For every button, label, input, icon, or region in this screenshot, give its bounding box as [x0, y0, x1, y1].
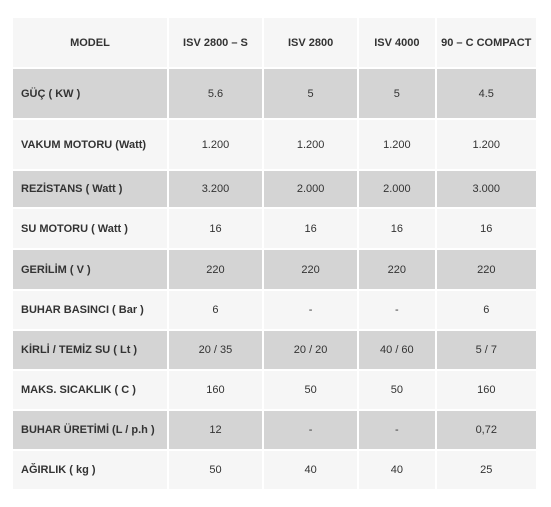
table-row: BUHAR ÜRETİMİ (L / p.h ) 12 - - 0,72 [13, 411, 536, 449]
row-label: AĞIRLIK ( kg ) [13, 451, 167, 489]
table-row: AĞIRLIK ( kg ) 50 40 40 25 [13, 451, 536, 489]
cell-value: 16 [436, 209, 536, 248]
cell-value: 220 [436, 250, 536, 289]
table-row: BUHAR BASINCI ( Bar ) 6 - - 6 [13, 291, 536, 329]
table-row: GÜÇ ( KW ) 5.6 5 5 4.5 [13, 69, 536, 118]
table-row: VAKUM MOTORU (Watt) 1.200 1.200 1.200 1.… [13, 120, 536, 169]
row-label: REZİSTANS ( Watt ) [13, 171, 167, 207]
row-label: BUHAR ÜRETİMİ (L / p.h ) [13, 411, 167, 449]
cell-value: 3.000 [436, 171, 536, 207]
row-label: GERİLİM ( V ) [13, 250, 167, 289]
cell-value: 50 [359, 371, 435, 409]
cell-value: 12 [168, 411, 263, 449]
cell-value: 2.000 [359, 171, 435, 207]
row-label: KİRLİ / TEMİZ SU ( Lt ) [13, 331, 167, 369]
cell-value: 1.200 [436, 120, 536, 169]
table-row: MAKS. SICAKLIK ( C ) 160 50 50 160 [13, 371, 536, 409]
header-col-4: 90 – C COMPACT [436, 18, 536, 67]
table-row: KİRLİ / TEMİZ SU ( Lt ) 20 / 35 20 / 20 … [13, 331, 536, 369]
header-col-1: ISV 2800 – S [168, 18, 263, 67]
cell-value: 6 [168, 291, 263, 329]
cell-value: - [359, 411, 435, 449]
cell-value: 4.5 [436, 69, 536, 118]
header-model: MODEL [13, 18, 167, 67]
cell-value: 220 [168, 250, 263, 289]
cell-value: 3.200 [168, 171, 263, 207]
cell-value: - [264, 411, 358, 449]
cell-value: 5 [264, 69, 358, 118]
header-col-3: ISV 4000 [359, 18, 435, 67]
cell-value: 40 / 60 [359, 331, 435, 369]
cell-value: 40 [359, 451, 435, 489]
row-label: SU MOTORU ( Watt ) [13, 209, 167, 248]
row-label: MAKS. SICAKLIK ( C ) [13, 371, 167, 409]
cell-value: 2.000 [264, 171, 358, 207]
cell-value: 1.200 [264, 120, 358, 169]
cell-value: 1.200 [359, 120, 435, 169]
cell-value: 0,72 [436, 411, 536, 449]
cell-value: 16 [168, 209, 263, 248]
cell-value: 50 [264, 371, 358, 409]
header-col-2: ISV 2800 [264, 18, 358, 67]
cell-value: - [359, 291, 435, 329]
cell-value: 40 [264, 451, 358, 489]
cell-value: 5.6 [168, 69, 263, 118]
row-label: GÜÇ ( KW ) [13, 69, 167, 118]
cell-value: 50 [168, 451, 263, 489]
cell-value: 20 / 35 [168, 331, 263, 369]
cell-value: 160 [168, 371, 263, 409]
table-row: REZİSTANS ( Watt ) 3.200 2.000 2.000 3.0… [13, 171, 536, 207]
table-row: GERİLİM ( V ) 220 220 220 220 [13, 250, 536, 289]
cell-value: 220 [359, 250, 435, 289]
cell-value: - [264, 291, 358, 329]
cell-value: 160 [436, 371, 536, 409]
cell-value: 16 [359, 209, 435, 248]
cell-value: 1.200 [168, 120, 263, 169]
spec-table: MODEL ISV 2800 – S ISV 2800 ISV 4000 90 … [11, 16, 538, 491]
cell-value: 16 [264, 209, 358, 248]
cell-value: 220 [264, 250, 358, 289]
cell-value: 5 [359, 69, 435, 118]
cell-value: 6 [436, 291, 536, 329]
cell-value: 20 / 20 [264, 331, 358, 369]
cell-value: 5 / 7 [436, 331, 536, 369]
row-label: BUHAR BASINCI ( Bar ) [13, 291, 167, 329]
table-header-row: MODEL ISV 2800 – S ISV 2800 ISV 4000 90 … [13, 18, 536, 67]
row-label: VAKUM MOTORU (Watt) [13, 120, 167, 169]
table-row: SU MOTORU ( Watt ) 16 16 16 16 [13, 209, 536, 248]
cell-value: 25 [436, 451, 536, 489]
